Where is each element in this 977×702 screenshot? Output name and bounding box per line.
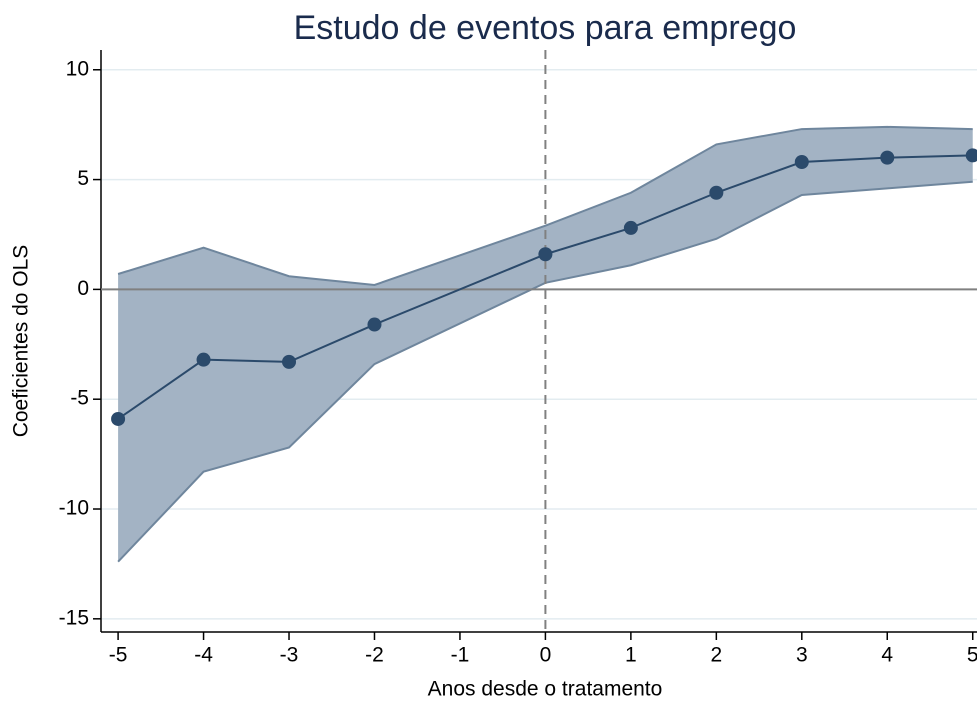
estimate-point (538, 247, 553, 262)
x-axis-label: Anos desde o tratamento (428, 678, 663, 701)
y-tick-label: 5 (77, 167, 89, 190)
y-tick-label: 10 (66, 57, 89, 80)
ci-band (118, 126, 973, 562)
ci-lower-edge (117, 180, 973, 563)
y-tick-label: -5 (70, 387, 89, 410)
estimate-line (117, 154, 973, 420)
estimate-point (794, 155, 809, 170)
estimate-point (282, 354, 297, 369)
y-axis-label: Coeficientes do OLS (10, 245, 33, 438)
y-tick-label: 0 (77, 277, 89, 300)
x-tick-label: 0 (540, 644, 552, 667)
chart-title: Estudo de eventos para emprego (294, 9, 797, 47)
estimate-point (965, 148, 977, 163)
estimate-point (709, 185, 724, 200)
x-tick-label: -4 (194, 644, 213, 667)
estimate-point (880, 150, 895, 165)
estimate-point (111, 411, 126, 426)
x-tick-label: 3 (796, 644, 808, 667)
x-tick-label: 1 (625, 644, 637, 667)
x-tick-label: -5 (109, 644, 128, 667)
x-tick-label: -3 (280, 644, 299, 667)
estimate-point (196, 352, 211, 367)
x-tick-label: 4 (881, 644, 893, 667)
x-tick-label: 5 (967, 644, 977, 667)
y-tick-label: -15 (59, 606, 89, 629)
x-tick-label: -1 (451, 644, 470, 667)
y-tick-label: -10 (59, 497, 89, 520)
x-tick-label: 2 (710, 644, 722, 667)
ci-upper-edge (117, 125, 973, 287)
estimate-point (623, 220, 638, 235)
estimate-point (367, 317, 382, 332)
x-tick-label: -2 (365, 644, 384, 667)
